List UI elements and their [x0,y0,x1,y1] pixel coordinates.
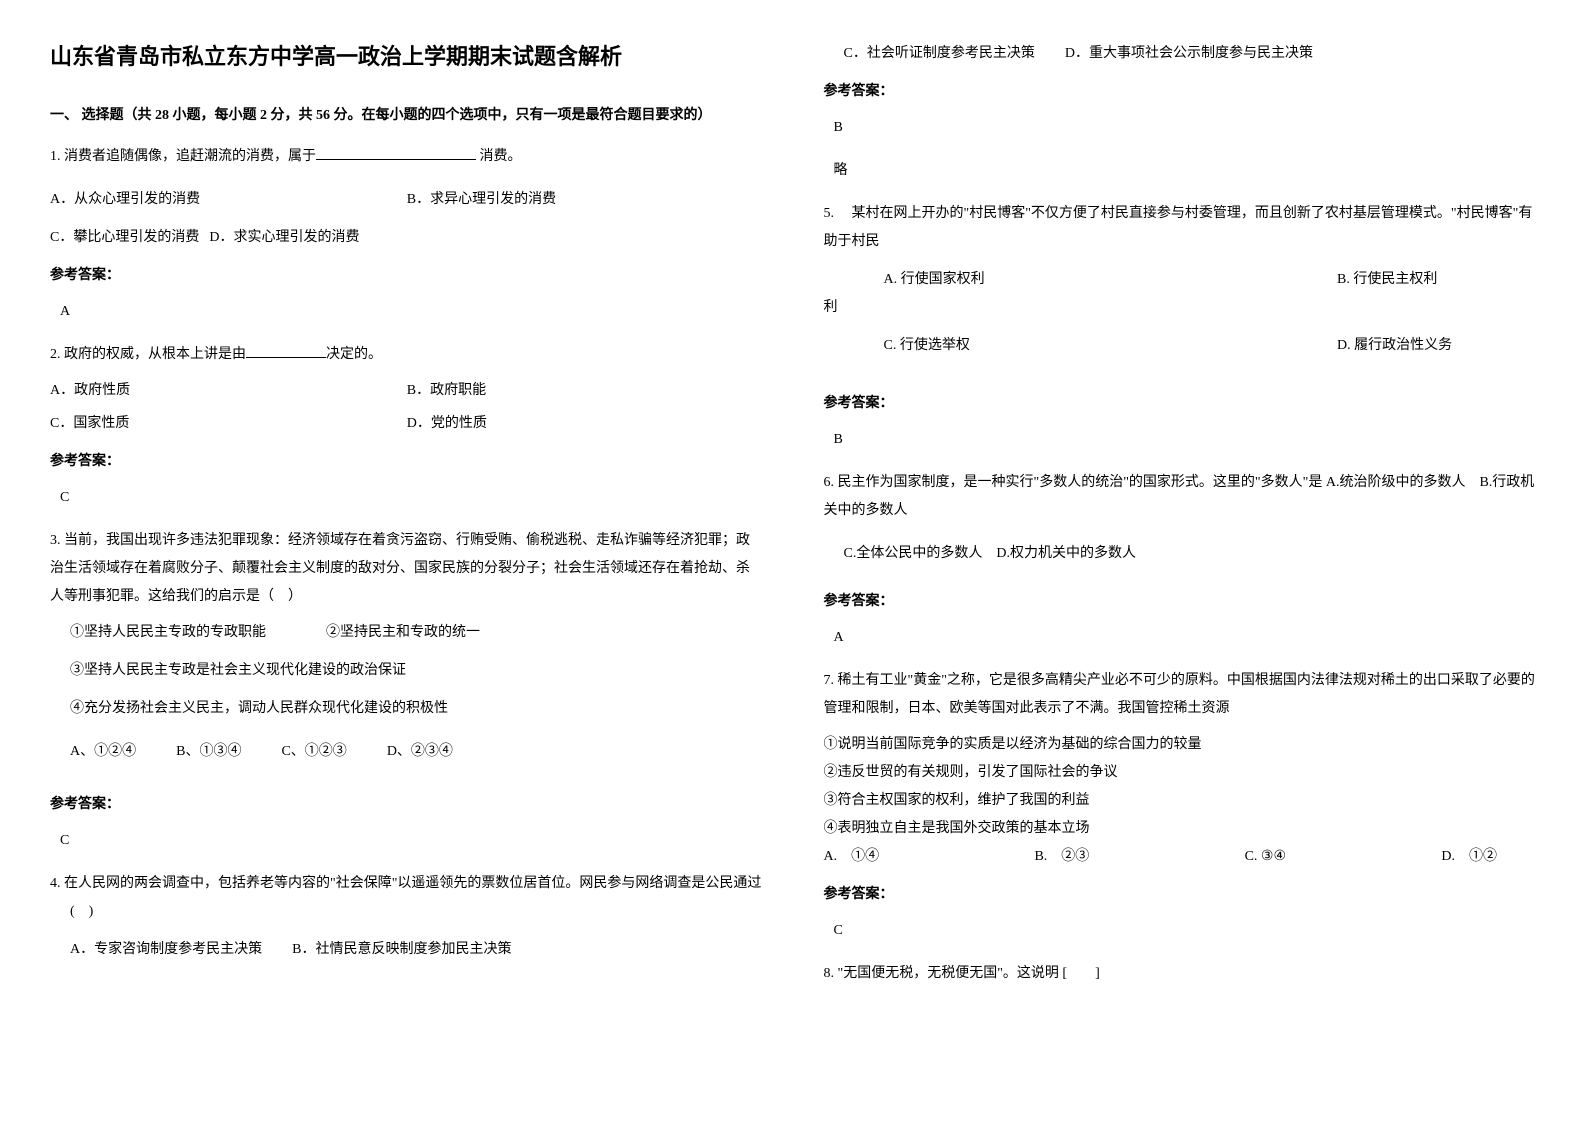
q3-item1: ①坚持人民民主专政的专政职能 [70,619,266,647]
q1-options-row1: A．从众心理引发的消费 B．求异心理引发的消费 [50,186,764,214]
q1-suffix: 消费。 [476,149,522,164]
section-header: 一、 选择题（共 28 小题，每小题 2 分，共 56 分。在每小题的四个选项中… [50,103,764,128]
question-5: 5. 某村在网上开办的"村民博客"不仅方便了村民直接参与村委管理，而且创新了农村… [824,200,1538,454]
q3-item4: ④充分发扬社会主义民主，调动人民群众现代化建设的积极性 [70,695,764,723]
q7-optC: C. ③④ [1245,843,1286,871]
q5-text: 5. 某村在网上开办的"村民博客"不仅方便了村民直接参与村委管理，而且创新了农村… [824,200,1538,256]
q4-answer-label: 参考答案： [824,78,1538,106]
q2-optA: A．政府性质 [50,377,407,405]
q3-options: A、①②④ B、①③④ C、①②③ D、②③④ [70,738,764,766]
q2-blank [246,357,326,358]
q5-optB: B. 行使民主权利 [1337,266,1537,294]
q7-optB: B. ②③ [1034,843,1089,871]
q1-optC: C．攀比心理引发的消费 [50,224,199,252]
q7-item1: ①说明当前国际竞争的实质是以经济为基础的综合国力的较量 [824,731,1538,759]
q1-answer: A [60,298,764,326]
q5-spacer1 [824,266,884,294]
q5-options-row1: A. 行使国家权利 B. 行使民主权利 [824,266,1538,294]
q3-item3: ③坚持人民民主专政是社会主义现代化建设的政治保证 [70,657,764,685]
q5-options-row2: C. 行使选举权 D. 履行政治性义务 [824,332,1538,360]
q1-blank [316,159,476,160]
q6-text: 6. 民主作为国家制度，是一种实行"多数人的统治"的国家形式。这里的"多数人"是… [824,469,1538,525]
q4-optB: B．社情民意反映制度参加民主决策 [292,936,511,964]
question-8: 8. "无国便无税，无税便无国"。这说明 [ ] [824,960,1538,988]
q5-optD: D. 履行政治性义务 [1337,332,1537,360]
q3-optA: A、①②④ [70,738,136,766]
question-3: 3. 当前，我国出现许多违法犯罪现象：经济领域存在着贪污盗窃、行贿受贿、偷税逃税… [50,527,764,855]
q1-options-row2: C．攀比心理引发的消费 D．求实心理引发的消费 [50,224,764,252]
q7-optD: D. ①② [1441,843,1497,871]
q2-stem: 2. 政府的权威，从根本上讲是由 [50,347,246,362]
q7-answer: C [834,917,1538,945]
q5-spacer2 [824,332,884,360]
q1-optA: A．从众心理引发的消费 [50,186,407,214]
q5-optC: C. 行使选举权 [884,332,1338,360]
q7-item2: ②违反世贸的有关规则，引发了国际社会的争议 [824,759,1538,787]
q7-answer-label: 参考答案： [824,881,1538,909]
q4-options-row2: C．社会听证制度参考民主决策 D．重大事项社会公示制度参与民主决策 [844,40,1538,68]
q2-optC: C．国家性质 [50,410,407,438]
document-title: 山东省青岛市私立东方中学高一政治上学期期末试题含解析 [50,40,764,73]
q3-answer-label: 参考答案： [50,791,764,819]
question-1: 1. 消费者追随偶像，追赶潮流的消费，属于 消费。 A．从众心理引发的消费 B．… [50,143,764,326]
question-7: 7. 稀土有工业"黄金"之称，它是很多高精尖产业必不可少的原料。中国根据国内法律… [824,667,1538,945]
q1-stem: 1. 消费者追随偶像，追赶潮流的消费，属于 [50,149,316,164]
q4-optC: C．社会听证制度参考民主决策 [844,40,1035,68]
q1-optB: B．求异心理引发的消费 [407,186,764,214]
q3-optB: B、①③④ [176,738,241,766]
q6-text2: C.全体公民中的多数人 D.权力机关中的多数人 [844,540,1538,568]
q1-optD: D．求实心理引发的消费 [209,224,359,252]
q7-text: 7. 稀土有工业"黄金"之称，它是很多高精尖产业必不可少的原料。中国根据国内法律… [824,667,1538,723]
q2-options-row1: A．政府性质 B．政府职能 [50,377,764,405]
q5-broken-char: 利 [824,294,1538,322]
q4-options-row1: A．专家咨询制度参考民主决策 B．社情民意反映制度参加民主决策 [70,936,764,964]
left-column: 山东省青岛市私立东方中学高一政治上学期期末试题含解析 一、 选择题（共 28 小… [50,40,764,1003]
q4-note: 略 [834,157,1538,185]
q2-suffix: 决定的。 [326,347,382,362]
q3-optC: C、①②③ [281,738,346,766]
q2-optB: B．政府职能 [407,377,764,405]
q6-answer-label: 参考答案： [824,588,1538,616]
q5-answer-label: 参考答案： [824,390,1538,418]
q4-answer: B [834,114,1538,142]
q4-text: 4. 在人民网的两会调查中，包括养老等内容的"社会保障"以遥遥领先的票数位居首位… [70,870,764,926]
q7-options: A. ①④ B. ②③ C. ③④ D. ①② [824,843,1538,871]
q7-optA: A. ①④ [824,843,880,871]
right-column: C．社会听证制度参考民主决策 D．重大事项社会公示制度参与民主决策 参考答案： … [824,40,1538,1003]
q7-item4: ④表明独立自主是我国外交政策的基本立场 [824,815,1538,843]
q2-answer-label: 参考答案： [50,448,764,476]
q4-optD: D．重大事项社会公示制度参与民主决策 [1065,40,1313,68]
q4-optA: A．专家咨询制度参考民主决策 [70,936,262,964]
q7-item3: ③符合主权国家的权利，维护了我国的利益 [824,787,1538,815]
question-4-cont: C．社会听证制度参考民主决策 D．重大事项社会公示制度参与民主决策 参考答案： … [824,40,1538,185]
question-2: 2. 政府的权威，从根本上讲是由 决定的。 A．政府性质 B．政府职能 C．国家性… [50,341,764,512]
q1-text: 1. 消费者追随偶像，追赶潮流的消费，属于 消费。 [50,143,764,171]
q3-text: 3. 当前，我国出现许多违法犯罪现象：经济领域存在着贪污盗窃、行贿受贿、偷税逃税… [50,527,764,611]
q2-answer: C [60,484,764,512]
q3-item2: ②坚持民主和专政的统一 [326,619,480,647]
question-6: 6. 民主作为国家制度，是一种实行"多数人的统治"的国家形式。这里的"多数人"是… [824,469,1538,652]
q2-text: 2. 政府的权威，从根本上讲是由 决定的。 [50,341,764,369]
q3-optD: D、②③④ [387,738,453,766]
q5-answer: B [834,426,1538,454]
q6-answer: A [834,624,1538,652]
question-4: 4. 在人民网的两会调查中，包括养老等内容的"社会保障"以遥遥领先的票数位居首位… [50,870,764,964]
q3-answer: C [60,827,764,855]
q2-optD: D．党的性质 [407,410,764,438]
q1-answer-label: 参考答案： [50,262,764,290]
q5-optA: A. 行使国家权利 [884,266,1338,294]
q2-options-row2: C．国家性质 D．党的性质 [50,410,764,438]
q3-items: ①坚持人民民主专政的专政职能 ②坚持民主和专政的统一 ③坚持人民民主专政是社会主… [70,619,764,766]
q3-item-row1: ①坚持人民民主专政的专政职能 ②坚持民主和专政的统一 [70,619,764,647]
q8-text: 8. "无国便无税，无税便无国"。这说明 [ ] [824,960,1538,988]
